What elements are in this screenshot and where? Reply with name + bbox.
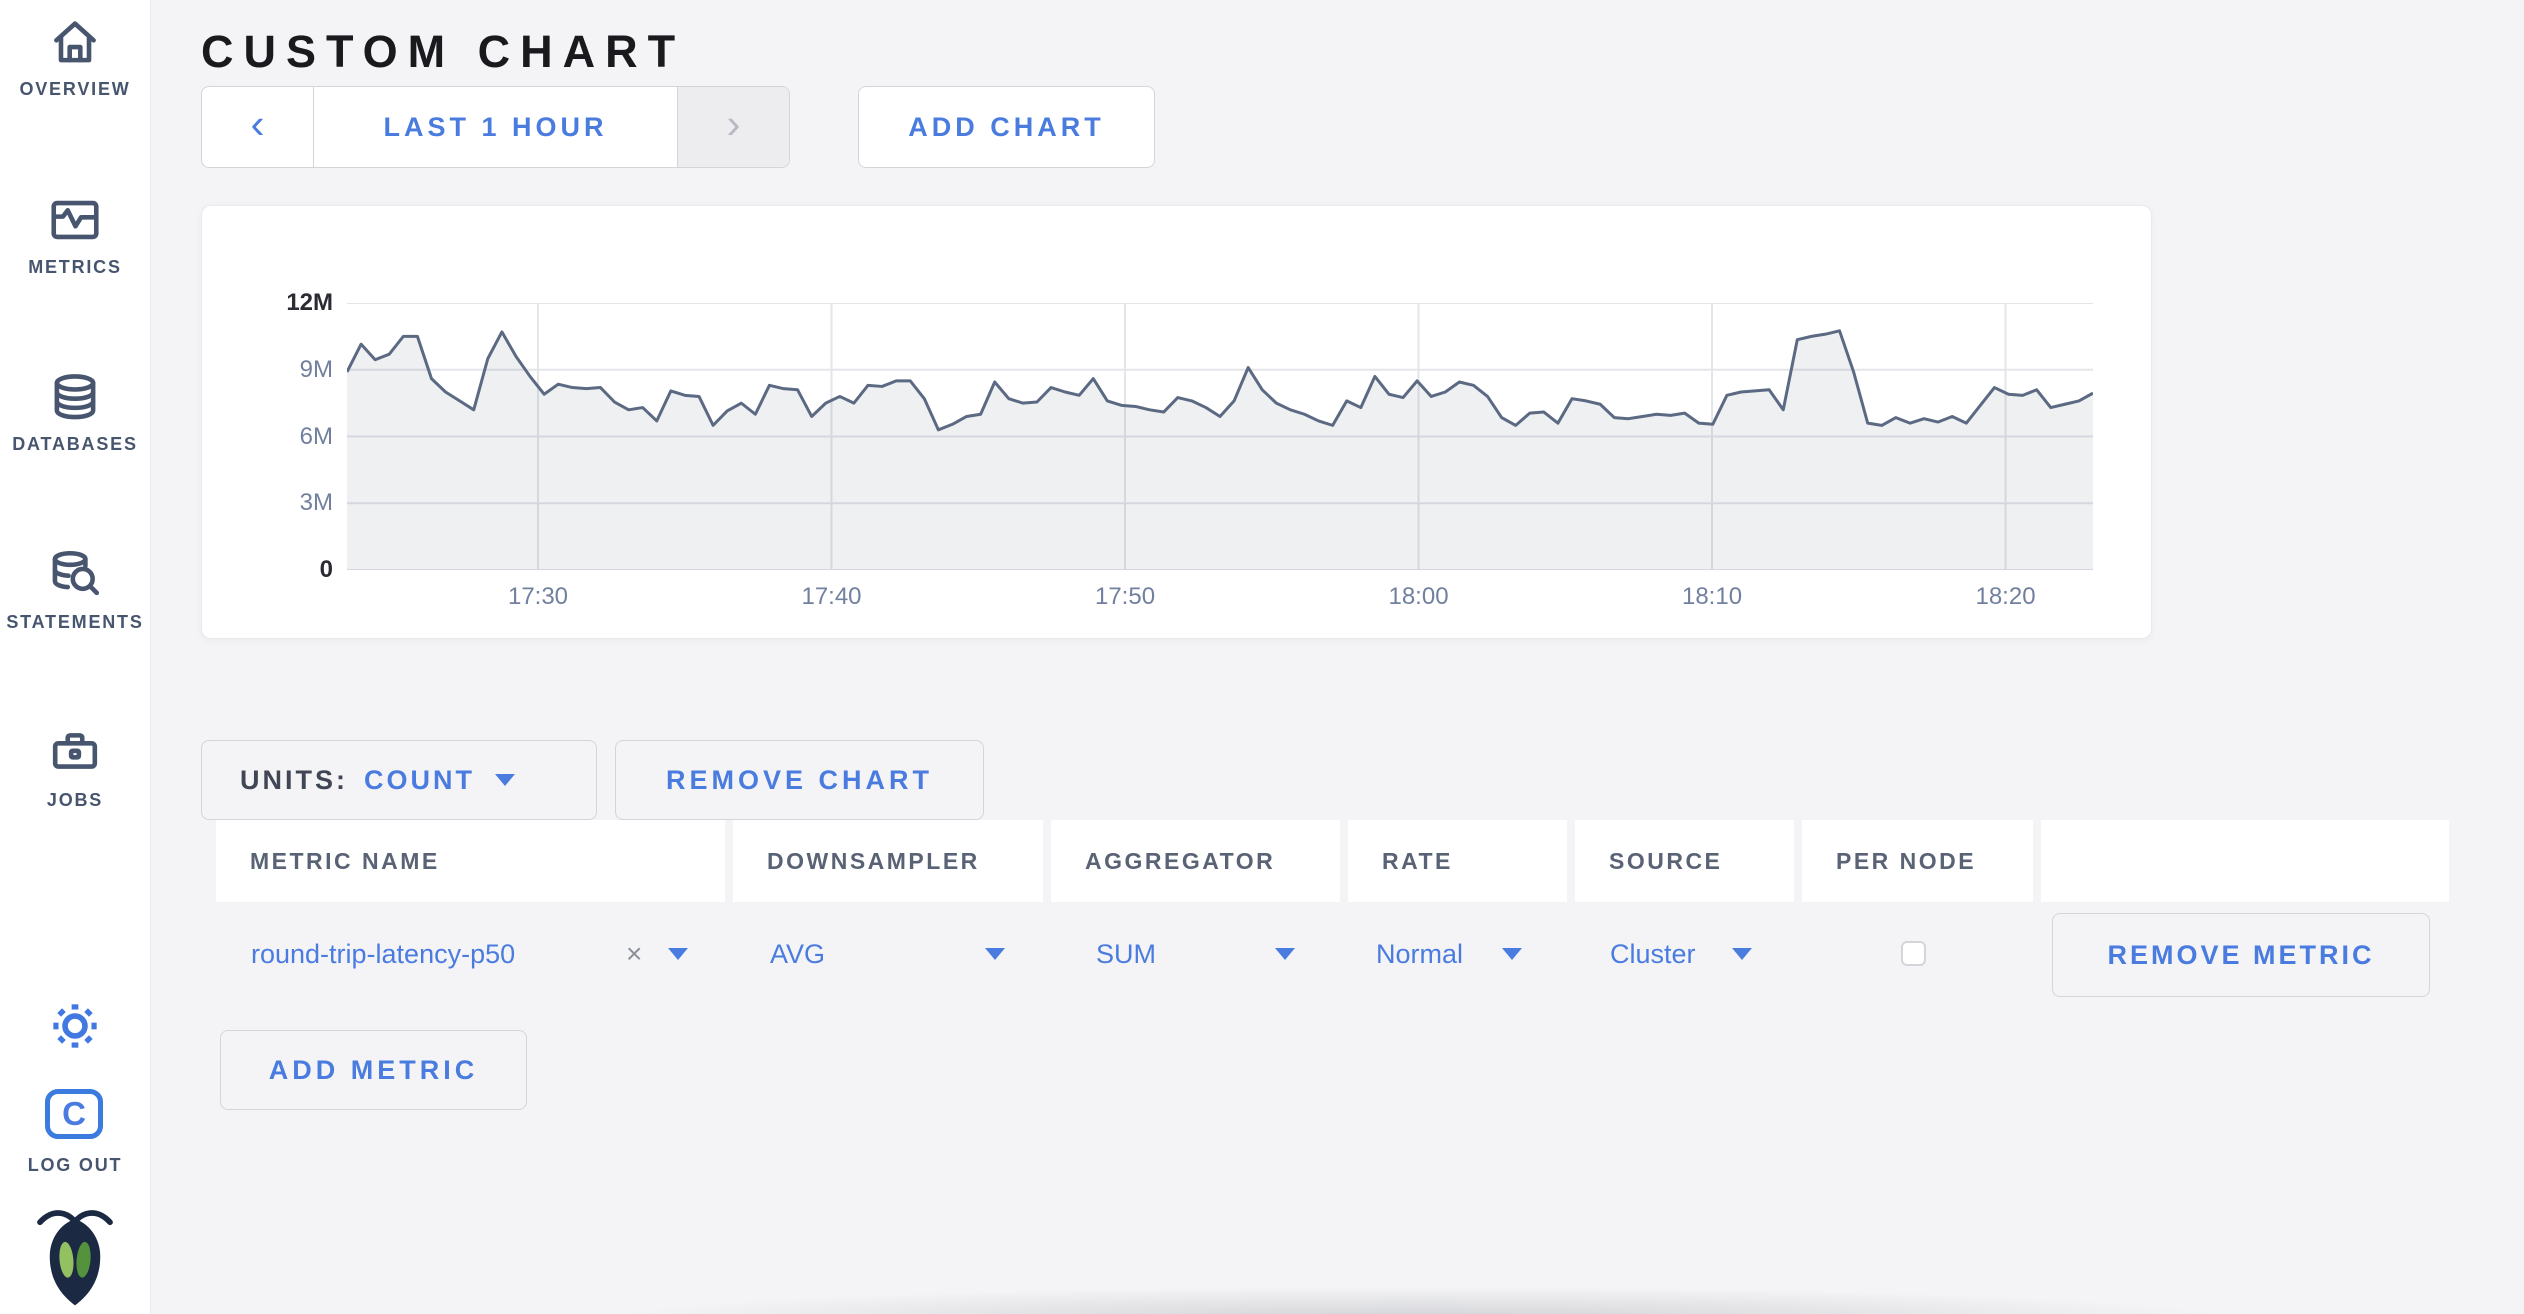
time-range-prev-button[interactable]: ‹: [202, 87, 314, 167]
y-axis-label: 12M: [286, 289, 333, 316]
rate-select[interactable]: Normal: [1376, 939, 1464, 969]
sidebar-item-statements[interactable]: STATEMENTS: [0, 546, 150, 633]
downsampler-arrow-icon[interactable]: [985, 948, 1005, 960]
cockroach-bug-logo: [0, 1206, 150, 1312]
column-header-per-node: PER NODE: [1802, 820, 2033, 902]
x-axis-label: 17:50: [1094, 583, 1156, 610]
y-axis-label: 0: [319, 556, 333, 583]
sidebar-item-databases[interactable]: DATABASES: [0, 368, 150, 455]
sidebar-item-label: STATEMENTS: [6, 612, 144, 632]
x-axis-label: 18:20: [1975, 583, 2036, 610]
chevron-down-icon: [495, 774, 515, 786]
source-select[interactable]: Cluster: [1610, 939, 1696, 969]
sidebar-item-label: JOBS: [46, 790, 104, 810]
source-arrow-icon[interactable]: [1732, 948, 1752, 960]
clear-metric-icon[interactable]: ×: [626, 938, 643, 969]
database-icon: [46, 368, 104, 426]
x-axis-label: 17:40: [801, 583, 862, 610]
metric-name-value[interactable]: round-trip-latency-p50: [251, 939, 516, 969]
chart-card: 0 3M 6M 9M 12M 17:30 17:40 17:50 18:00 18:10 18:2…: [201, 205, 2152, 639]
sidebar-item-label: DATABASES: [12, 434, 138, 454]
column-header-aggregator: AGGREGATOR: [1051, 820, 1340, 902]
add-metric-button[interactable]: ADD METRIC: [220, 1030, 527, 1110]
aggregator-select[interactable]: SUM: [1096, 939, 1156, 969]
units-label: UNITS:: [240, 764, 348, 795]
units-value: COUNT: [364, 764, 475, 795]
rate-arrow-icon[interactable]: [1502, 948, 1522, 960]
x-axis-label: 17:30: [507, 583, 569, 610]
x-axis-label: 18:10: [1681, 583, 1743, 610]
column-header-actions: [2041, 820, 2449, 902]
sidebar-item-label: OVERVIEW: [19, 79, 131, 99]
logout-button[interactable]: LOG OUT: [0, 1155, 150, 1176]
y-axis-label: 3M: [299, 489, 333, 517]
page-title: CUSTOM CHART: [201, 26, 686, 78]
logout-label: LOG OUT: [27, 1155, 123, 1175]
column-header-downsampler: DOWNSAMPLER: [733, 820, 1043, 902]
c-logo-monogram: C: [62, 1095, 86, 1132]
y-axis-label: 6M: [299, 422, 333, 450]
column-header-source: SOURCE: [1575, 820, 1794, 902]
remove-metric-button[interactable]: REMOVE METRIC: [2052, 913, 2430, 997]
downsampler-select[interactable]: AVG: [770, 939, 826, 969]
chevron-right-icon: ›: [726, 100, 741, 147]
sidebar-item-metrics[interactable]: METRICS: [0, 191, 150, 278]
home-icon: [46, 13, 104, 71]
units-dropdown[interactable]: UNITS: COUNT: [201, 740, 597, 820]
sidebar-item-label: METRICS: [28, 257, 122, 277]
sidebar-item-overview[interactable]: OVERVIEW: [0, 13, 150, 100]
sidebar: OVERVIEW METRICS DATABASES: [0, 0, 151, 1314]
statements-icon: [46, 546, 104, 604]
per-node-checkbox[interactable]: [1901, 941, 1926, 966]
metric-dropdown-arrow-icon[interactable]: [668, 948, 688, 960]
time-range-selector: ‹ LAST 1 HOUR ›: [201, 86, 790, 168]
column-header-metric-name: METRIC NAME: [216, 820, 725, 902]
chart-plot-svg[interactable]: [347, 303, 2093, 570]
metrics-icon: [46, 191, 104, 249]
column-header-rate: RATE: [1348, 820, 1567, 902]
y-axis-label: 9M: [299, 355, 333, 383]
time-range-value[interactable]: LAST 1 HOUR: [383, 111, 608, 142]
remove-chart-button[interactable]: REMOVE CHART: [615, 740, 984, 820]
x-axis-label: 18:00: [1388, 583, 1449, 610]
settings-button[interactable]: [0, 1000, 150, 1052]
jobs-icon: [46, 724, 104, 782]
sidebar-item-jobs[interactable]: JOBS: [0, 724, 150, 811]
aggregator-arrow-icon[interactable]: [1275, 948, 1295, 960]
chevron-left-icon: ‹: [250, 100, 265, 147]
bottom-edge-shadow: [600, 1284, 2524, 1314]
time-range-next-button[interactable]: ›: [677, 87, 789, 167]
cockroach-c-logo[interactable]: C: [45, 1089, 103, 1139]
add-chart-button[interactable]: ADD CHART: [858, 86, 1155, 168]
gear-icon: [49, 1000, 101, 1052]
